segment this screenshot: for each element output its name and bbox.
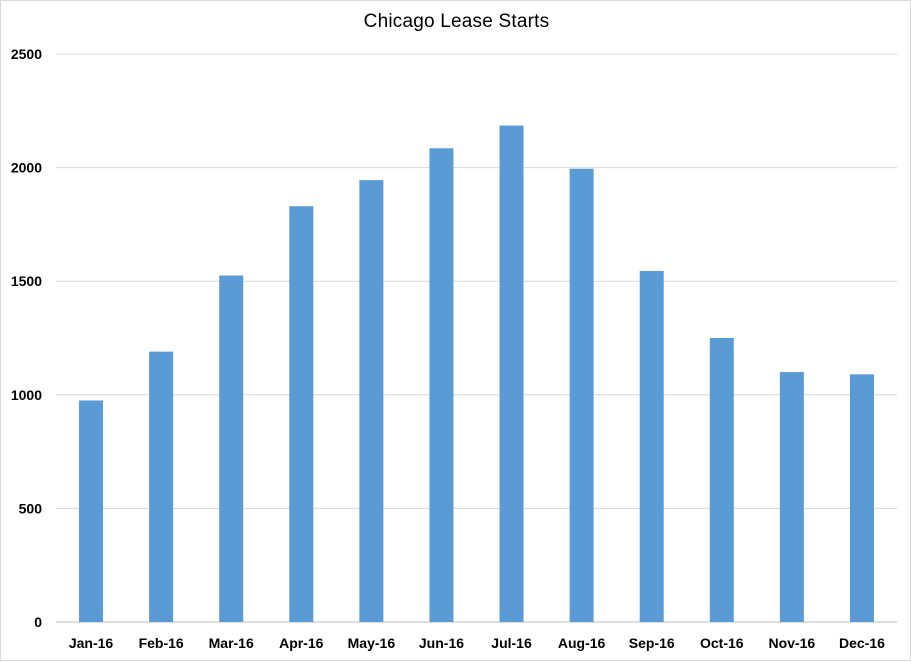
x-tick-label: Apr-16 [279,635,324,651]
bar-jan-16 [79,400,104,622]
x-tick-label: Nov-16 [769,635,816,651]
x-tick-label: Oct-16 [700,635,744,651]
bar-oct-16 [709,338,734,622]
x-tick-label: Jun-16 [419,635,464,651]
bar-apr-16 [289,206,314,622]
y-tick-label: 2000 [11,160,42,176]
x-tick-label: May-16 [348,635,396,651]
x-tick-label: Feb-16 [139,635,184,651]
bar-jul-16 [499,125,524,623]
x-tick-label: Dec-16 [839,635,885,651]
bar-mar-16 [219,275,244,622]
bar-aug-16 [569,168,594,622]
bar-jun-16 [429,148,454,622]
x-tick-label: Jul-16 [491,635,532,651]
chart-title: Chicago Lease Starts [363,11,550,32]
y-tick-label: 0 [34,614,42,630]
x-tick-label: Mar-16 [209,635,254,651]
x-tick-label: Aug-16 [558,635,606,651]
y-tick-label: 1000 [11,387,42,403]
bar-sep-16 [639,270,664,622]
x-tick-label: Jan-16 [69,635,114,651]
bar-nov-16 [779,372,804,622]
x-tick-label: Sep-16 [629,635,675,651]
y-tick-label: 2500 [11,46,42,62]
y-tick-label: 1500 [11,273,42,289]
y-tick-label: 500 [19,500,43,516]
bar-feb-16 [149,351,174,622]
bar-dec-16 [849,374,874,622]
bar-may-16 [359,180,384,622]
